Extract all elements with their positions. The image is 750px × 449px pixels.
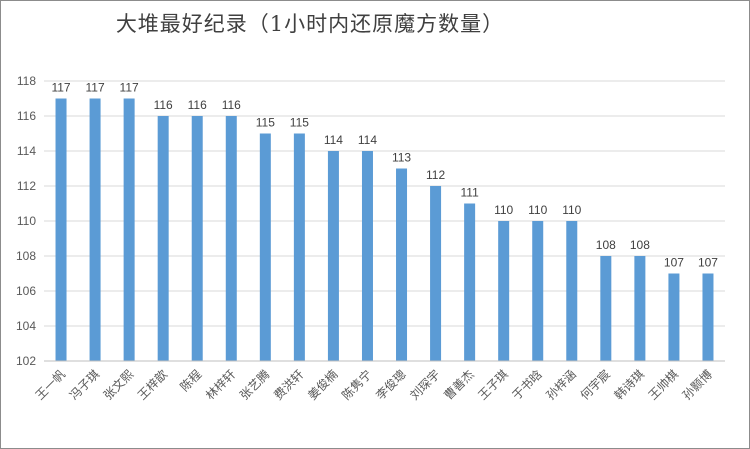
data-label: 107 [698,256,718,270]
bar [361,151,373,361]
data-label: 117 [86,81,105,95]
data-label: 113 [392,151,411,165]
bar [464,203,476,361]
data-label: 108 [596,238,616,252]
bar [123,98,135,361]
y-tick-label: 106 [16,284,36,298]
data-label: 110 [562,203,581,217]
y-tick-label: 118 [17,74,36,88]
category-label: 张文熙 [100,367,136,403]
category-label: 张艺腾 [236,367,272,403]
bar [532,221,544,361]
bar [634,256,646,361]
data-label: 114 [324,133,343,147]
category-label: 王帅棋 [646,367,681,402]
data-label: 107 [664,256,684,270]
bar [566,221,578,361]
data-label: 111 [461,186,480,200]
category-label: 林梓轩 [202,367,238,403]
data-label: 115 [290,116,309,130]
y-tick-label: 114 [17,144,36,158]
category-label: 陈程 [177,367,205,395]
bar [702,273,714,361]
y-tick-label: 102 [16,354,36,368]
data-label: 117 [51,81,70,95]
category-label: 曹善杰 [441,367,477,403]
y-axis-tick-labels: 102 104 106 108 110 112 114 116 118 [16,74,36,368]
bar [668,273,680,361]
category-label: 李俊璁 [373,367,409,403]
category-label: 孙梓涵 [543,367,579,403]
data-label: 117 [120,81,139,95]
bar [55,98,67,361]
bar [327,151,339,361]
bar [600,256,612,361]
data-label: 110 [494,203,513,217]
chart-title: 大堆最好纪录（1小时内还原魔方数量） [115,12,505,36]
data-labels: 117 117 117 116 116 116 115 115 114 114 113 112 111 1… [51,81,718,270]
data-label: 110 [528,203,547,217]
y-tick-label: 116 [17,109,36,123]
y-tick-label: 112 [17,179,36,193]
data-label: 116 [222,98,241,112]
category-label: 王梓歆 [134,367,170,403]
bars [55,98,714,361]
category-label: 于书晗 [509,367,545,403]
category-label: 费洪轩 [271,367,306,402]
category-label: 姜俊楠 [304,367,340,403]
category-label: 冯子琪 [67,367,102,402]
gridlines [44,80,725,327]
data-label: 116 [154,98,173,112]
bar [498,221,510,361]
y-tick-label: 104 [16,319,36,333]
data-label: 114 [358,133,377,147]
category-label: 刘琛宇 [407,367,442,402]
category-label: 韩诗琪 [611,367,647,403]
data-label: 116 [188,98,207,112]
y-tick-label: 108 [16,249,36,263]
data-label: 112 [426,168,445,182]
category-label: 王一帆 [32,367,68,403]
bar [259,133,271,361]
bar [89,98,101,361]
data-label: 108 [630,238,650,252]
category-label: 王子琪 [475,367,510,402]
y-tick-label: 110 [17,214,36,228]
category-label: 孙颢博 [679,367,715,403]
bar [293,133,305,361]
bar [225,116,237,361]
data-label: 115 [256,116,275,130]
category-label: 陈隽宁 [339,367,375,403]
category-label: 何宇宸 [577,367,613,403]
bar [396,168,408,361]
bar [157,116,169,361]
bar [430,186,442,361]
bar [191,116,203,361]
